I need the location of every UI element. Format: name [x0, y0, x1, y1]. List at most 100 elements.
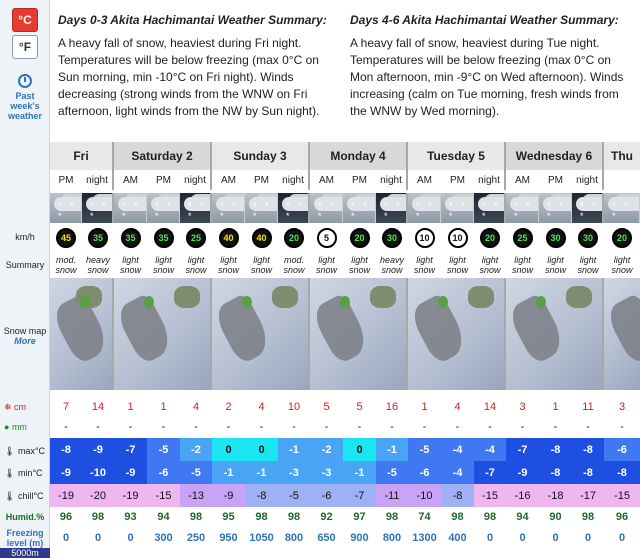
period-label: night — [278, 170, 310, 190]
freezing-level-cell: 650 — [317, 532, 336, 544]
chill-cell: -19 — [50, 484, 82, 507]
weather-icon-row: * * * * * * * * * * * * * * * * * * * * * * * *… — [50, 193, 640, 223]
rain-mm-cell: - — [553, 421, 558, 433]
summary-row-label: Summary — [5, 260, 45, 270]
day-mon: Monday 4 — [310, 142, 408, 170]
humidity-cell: 93 — [124, 511, 137, 523]
max-temp-cell: 0 — [212, 438, 245, 461]
min-temp-row: -9 -10 -9 -6 -5 -1 -1 -3 -3 -1 -5 -6 -4 -7 -9 -8 -8 -8 — [50, 461, 640, 484]
clock-icon — [18, 74, 32, 88]
humidity-cell: 90 — [549, 511, 562, 523]
chill-cell: -11 — [376, 484, 408, 507]
max-temp-cell: -8 — [50, 438, 82, 461]
freezing-level-cell: 0 — [94, 532, 102, 544]
min-temp-cell: -9 — [506, 461, 539, 484]
snow-cloud-icon: * * * — [572, 193, 604, 223]
fahrenheit-toggle[interactable]: °F — [12, 35, 38, 59]
wind-speed-icon: 40 — [251, 228, 272, 248]
period-label: AM — [123, 174, 138, 186]
snow-cloud-icon: * * * — [245, 193, 278, 223]
snow-cm-cell: 5 — [323, 401, 330, 413]
snow-cloud-icon: * * * — [278, 193, 310, 223]
day-wed: Wednesday 6 — [506, 142, 604, 170]
more-link[interactable]: More — [14, 336, 36, 346]
wind-speed-icon: 30 — [382, 228, 402, 248]
freezing-label: Freezing level (m) — [6, 528, 44, 548]
humidity-cell: 98 — [385, 511, 399, 523]
rain-mm-cell: - — [324, 421, 329, 433]
max-temp-cell: -8 — [572, 438, 604, 461]
snow-cm-cell: 11 — [582, 401, 594, 413]
snow-map-tue[interactable] — [408, 278, 506, 390]
snow-map-row — [50, 278, 640, 390]
chill-cell: -15 — [474, 484, 506, 507]
snow-cloud-icon: * * * — [180, 193, 212, 223]
celsius-toggle[interactable]: °C — [12, 8, 38, 32]
snow-cm-cell: 4 — [258, 401, 265, 413]
wind-speed-icon: 35 — [88, 228, 108, 248]
freezing-level-cell: 800 — [284, 532, 304, 544]
summary-cell: mod. snow — [283, 255, 305, 275]
min-temp-cell: -5 — [376, 461, 408, 484]
snow-map-fri[interactable] — [50, 278, 114, 390]
min-temp-label: 🌡 min°C — [4, 468, 43, 478]
rain-mm-cell: - — [292, 421, 296, 433]
summary-row: mod. snow heavy snow light snow light snow l… — [50, 249, 640, 281]
past-weather-link[interactable]: Past week's weather — [0, 74, 50, 121]
snow-map-wed[interactable] — [506, 278, 604, 390]
min-temp-cell: -4 — [441, 461, 474, 484]
humidity-cell: 94 — [157, 511, 170, 523]
snow-cm-cell: 14 — [91, 401, 105, 413]
day-fri: Fri — [50, 142, 114, 170]
snow-cloud-icon: * * * — [376, 193, 408, 223]
min-temp-cell: -6 — [408, 461, 441, 484]
chill-cell: -15 — [147, 484, 180, 507]
summary-days-4-6: Days 4-6 Akita Hachimantai Weather Summa… — [350, 12, 635, 120]
chill-cell: -8 — [441, 484, 474, 507]
snow-cloud-icon: * * * — [506, 193, 539, 223]
mm-label: mm — [11, 422, 27, 432]
max-temp-cell: 0 — [343, 438, 376, 461]
min-temp-cell: -7 — [474, 461, 506, 484]
snow-map-mon[interactable] — [310, 278, 408, 390]
min-temp-cell: -8 — [572, 461, 604, 484]
wind-speed-icon: 20 — [349, 228, 370, 248]
snow-cloud-icon: * * * — [147, 193, 180, 223]
freezing-level-cell: 1300 — [412, 532, 437, 544]
summary-cell: mod. snow — [55, 255, 77, 275]
chill-cell: -18 — [539, 484, 572, 507]
snow-map-thu[interactable] — [604, 278, 640, 390]
summary-cell: light snow — [577, 255, 599, 275]
chill-cell: -5 — [278, 484, 310, 507]
chill-cell: -9 — [212, 484, 245, 507]
humidity-cell: 97 — [353, 511, 366, 523]
period-label: AM — [417, 174, 432, 186]
chill-cell: -13 — [180, 484, 212, 507]
max-temp-row: -8 -9 -7 -5 -2 0 0 -1 -2 0 -1 -5 -4 -4 -7 -8 -8 -6 — [50, 438, 640, 461]
wind-speed-icon: 40 — [218, 228, 239, 248]
min-temp-cell: -1 — [245, 461, 278, 484]
snow-cm-cell: 1 — [552, 401, 559, 413]
humidity-row: 96 98 93 94 98 95 98 98 92 97 98 74 98 98 94 90 98 96 — [50, 507, 640, 527]
rain-mm-cell: - — [226, 421, 231, 433]
snow-map-sat[interactable] — [114, 278, 212, 390]
summary-cell: light snow — [250, 255, 272, 275]
snow-cm-cell: 1 — [160, 401, 167, 413]
wind-cell: 30 — [572, 224, 604, 252]
min-temp-cell: -9 — [114, 461, 147, 484]
max-temp-cell: -5 — [147, 438, 180, 461]
chill-cell: -8 — [245, 484, 278, 507]
snow-cm-cell: 4 — [192, 401, 200, 413]
snow-map-sun[interactable] — [212, 278, 310, 390]
humidity-cell: 95 — [222, 511, 235, 523]
rain-mm-cell: - — [422, 421, 427, 433]
wind-speed-icon: 10 — [447, 228, 468, 248]
wind-speed-icon: 30 — [578, 228, 598, 248]
snow-cloud-icon: * * * — [310, 193, 343, 223]
rain-mm-cell: - — [586, 421, 590, 433]
min-temp-cell: -10 — [82, 461, 114, 484]
period-row: PM night AM PM night AM PM night AM PM night AM PM ni… — [50, 170, 640, 190]
chill-cell: -20 — [82, 484, 114, 507]
min-temp-cell: -3 — [310, 461, 343, 484]
wind-cell: 40 — [212, 224, 245, 252]
